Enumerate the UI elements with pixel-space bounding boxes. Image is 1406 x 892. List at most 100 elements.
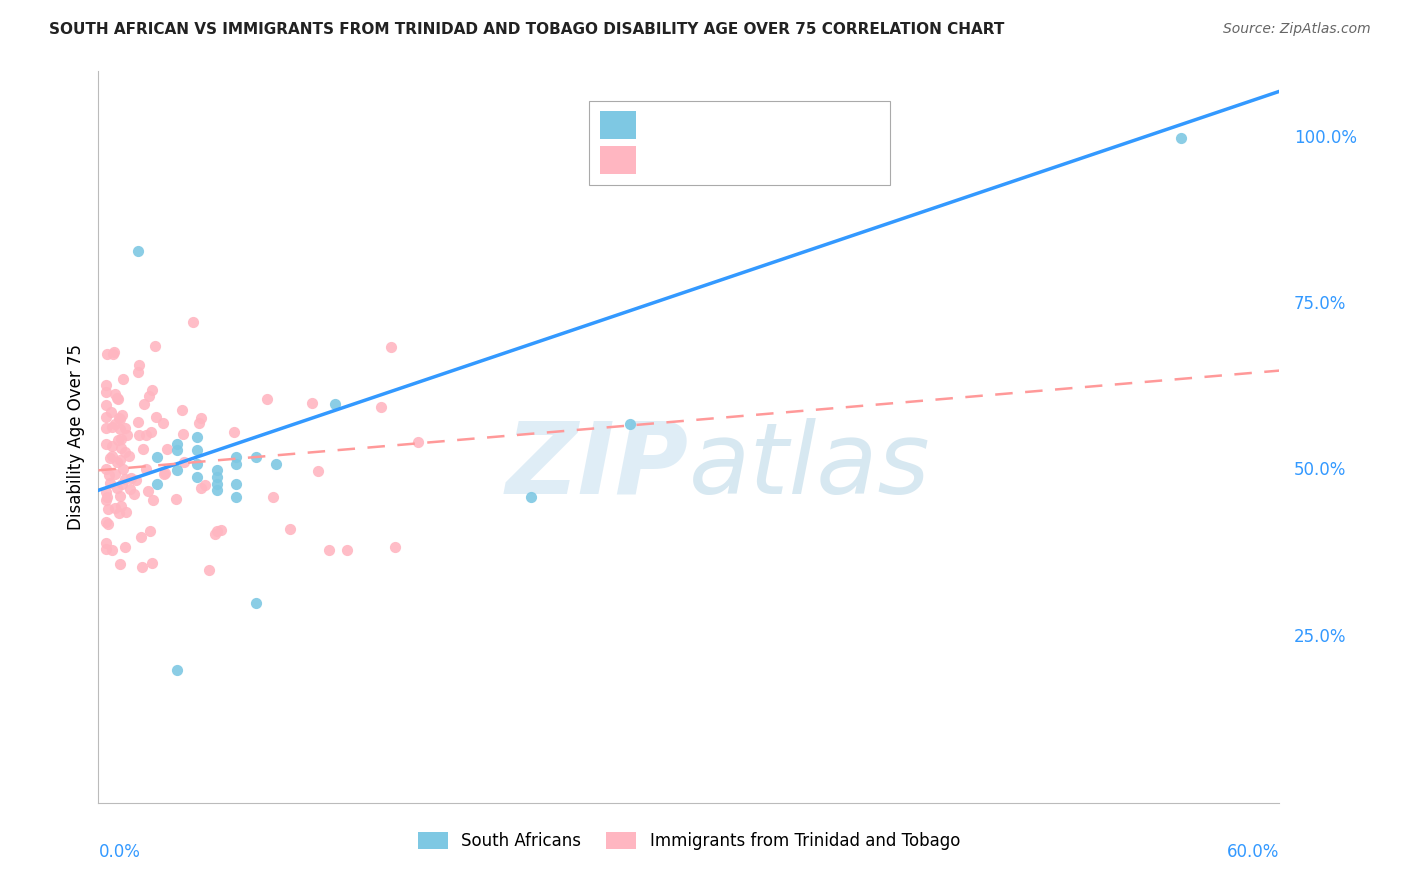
Point (104, 417, 127, 432)
Point (323, 397, 346, 411)
Point (96, 541, 118, 556)
Point (117, 449, 139, 463)
Point (127, 244, 149, 258)
Point (105, 454, 128, 468)
Point (245, 596, 267, 610)
Point (104, 467, 127, 482)
Point (98, 475, 121, 490)
Point (114, 472, 136, 486)
Point (138, 389, 160, 403)
Point (152, 416, 174, 430)
Point (156, 442, 179, 457)
Point (146, 476, 169, 491)
Point (145, 409, 167, 424)
Point (127, 415, 149, 429)
Point (103, 347, 125, 361)
Point (100, 404, 122, 418)
Point (172, 403, 194, 417)
Text: 50.0%: 50.0% (1294, 461, 1346, 479)
Point (205, 476, 228, 491)
Point (301, 396, 323, 410)
Point (135, 428, 157, 442)
Point (166, 663, 188, 677)
Point (141, 384, 163, 398)
Point (205, 470, 228, 484)
Text: 0.0%: 0.0% (98, 843, 141, 861)
Point (370, 400, 392, 414)
Point (142, 493, 165, 508)
Point (104, 500, 127, 515)
Point (108, 453, 131, 467)
Point (114, 505, 136, 519)
Text: ZIP: ZIP (506, 417, 689, 515)
Point (96, 384, 118, 399)
Point (108, 489, 131, 503)
Point (96, 409, 118, 424)
Point (107, 392, 129, 407)
Point (205, 463, 228, 477)
Point (132, 442, 155, 457)
Point (135, 461, 157, 475)
Text: 100.0%: 100.0% (1294, 128, 1357, 147)
Point (197, 563, 219, 577)
Point (120, 470, 142, 484)
Point (100, 450, 122, 465)
Point (128, 427, 150, 442)
Point (336, 543, 359, 558)
Text: R = 0.540   N =  26: R = 0.540 N = 26 (645, 116, 835, 134)
Point (101, 543, 124, 558)
Point (132, 396, 155, 410)
Point (97, 517, 120, 532)
Point (173, 454, 195, 468)
Bar (600, 111, 636, 138)
Point (619, 417, 641, 431)
Point (245, 450, 267, 464)
Point (222, 425, 245, 439)
Point (141, 425, 163, 440)
Point (520, 490, 543, 504)
Point (96, 421, 118, 435)
Point (186, 457, 208, 471)
Point (125, 474, 148, 488)
Point (107, 392, 129, 406)
Point (205, 483, 228, 498)
Point (96, 536, 118, 550)
Point (131, 559, 153, 574)
Bar (600, 146, 636, 174)
Point (96, 347, 118, 361)
Point (141, 557, 163, 571)
Point (111, 409, 134, 423)
Point (136, 484, 159, 499)
Point (186, 443, 208, 458)
Y-axis label: Disability Age Over 75: Disability Age Over 75 (66, 344, 84, 530)
Point (97, 501, 120, 516)
Point (262, 490, 284, 504)
Point (209, 523, 232, 537)
Point (111, 477, 134, 491)
Point (96, 485, 118, 500)
Point (120, 482, 142, 496)
Point (127, 365, 149, 379)
Point (166, 436, 188, 450)
Point (110, 441, 132, 455)
Point (256, 392, 278, 407)
Point (146, 450, 169, 464)
Point (114, 540, 136, 554)
Point (166, 463, 188, 477)
Point (225, 490, 247, 504)
Point (190, 411, 212, 425)
Point (225, 450, 247, 464)
Point (166, 443, 188, 458)
Point (108, 410, 131, 425)
Point (110, 500, 132, 514)
Point (96, 515, 118, 529)
Point (96, 398, 118, 412)
Point (143, 339, 166, 353)
Point (103, 387, 125, 401)
Point (172, 426, 194, 441)
Point (107, 481, 129, 495)
Point (205, 524, 228, 539)
Text: SOUTH AFRICAN VS IMMIGRANTS FROM TRINIDAD AND TOBAGO DISABILITY AGE OVER 75 CORR: SOUTH AFRICAN VS IMMIGRANTS FROM TRINIDA… (49, 22, 1004, 37)
Point (96, 461, 118, 475)
Point (96, 377, 118, 392)
